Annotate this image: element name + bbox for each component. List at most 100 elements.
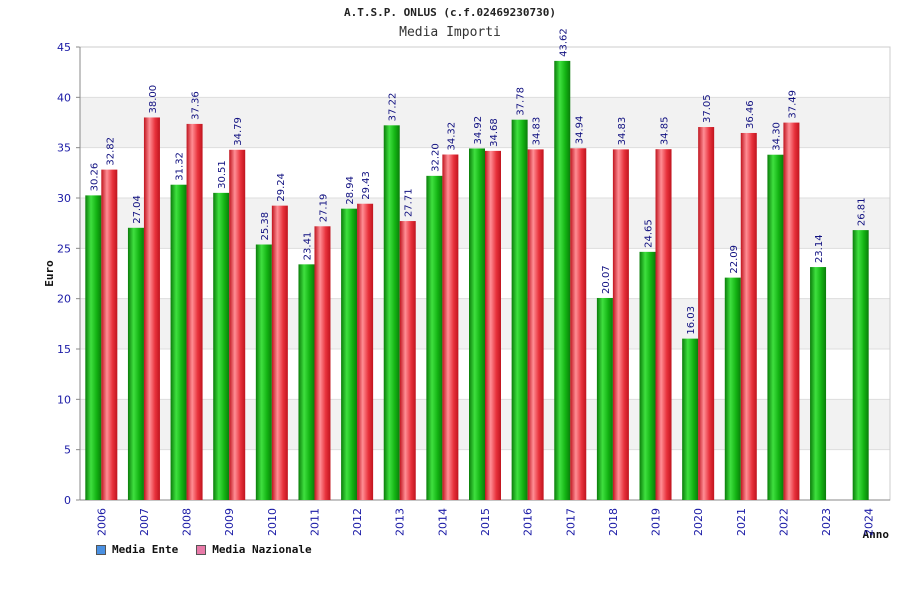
y-tick-label: 20 [57,293,71,306]
x-tick-label: 2007 [138,508,151,536]
bar-media-nazionale [101,169,118,500]
y-tick-label: 10 [57,393,71,406]
x-tick-label: 2019 [650,508,663,536]
x-tick-label: 2011 [308,508,321,536]
bar-media-ente [341,208,358,501]
bar-media-nazionale [143,117,160,500]
bar-media-nazionale [527,149,544,501]
x-tick-label: 2008 [181,508,194,536]
y-tick-label: 30 [57,192,71,205]
bar-media-nazionale [740,132,757,500]
chart-subtitle: Media Importi [399,25,501,40]
bar-media-ente [426,175,443,500]
data-label: 23.41 [302,232,313,261]
y-tick-label: 5 [64,444,71,457]
bar-media-ente [724,277,741,500]
y-axis-title: Euro [43,260,56,287]
bar-media-ente [596,297,613,500]
data-label: 37.22 [388,93,399,122]
x-tick-label: 2016 [522,508,535,536]
bar-media-ente [554,60,571,500]
data-label: 32.82 [105,137,116,166]
data-label: 27.19 [318,194,329,223]
x-axis-title: Anno [863,528,890,541]
data-label: 43.62 [558,28,569,57]
data-label: 34.92 [473,116,484,145]
bar-media-ente [127,227,144,500]
data-label: 36.46 [745,100,756,129]
data-label: 32.20 [430,143,441,172]
data-label: 16.03 [686,306,697,335]
bar-media-ente [852,230,869,500]
data-label: 27.04 [132,195,143,224]
x-tick-label: 2018 [607,508,620,536]
legend-label: Media Ente [112,543,179,556]
data-label: 34.85 [660,117,671,146]
x-tick-label: 2006 [95,508,108,536]
bar-media-nazionale [442,154,459,500]
bar-media-ente [213,192,230,500]
bar-media-nazionale [783,122,800,500]
bar-media-nazionale [314,226,331,500]
bar-media-ente [170,184,187,500]
bar-media-ente [298,264,315,500]
bar-media-nazionale [229,149,246,500]
bar-media-ente [639,251,656,500]
chart-legend: Media Ente Media Nazionale [96,543,312,556]
data-label: 34.79 [233,117,244,146]
bar-media-ente [767,154,784,501]
legend-item-media-nazionale: Media Nazionale [196,543,312,556]
data-label: 38.00 [148,85,159,114]
legend-label: Media Nazionale [212,543,312,556]
y-tick-label: 0 [64,494,71,507]
x-tick-label: 2023 [820,508,833,536]
data-label: 24.65 [644,219,655,248]
bar-media-ente [511,119,528,500]
bar-media-ente [255,244,272,500]
y-tick-label: 25 [57,242,71,255]
data-label: 34.68 [489,118,500,147]
data-label: 34.30 [771,122,782,151]
data-label: 27.71 [404,188,415,217]
bar-media-nazionale [698,127,715,500]
x-tick-label: 2015 [479,508,492,536]
bar-media-nazionale [186,123,203,500]
x-tick-label: 2022 [777,508,790,536]
x-tick-label: 2020 [692,508,705,536]
bar-media-nazionale [399,221,416,500]
data-label: 34.32 [446,122,457,151]
data-label: 22.09 [729,245,740,274]
data-label: 37.78 [516,87,527,116]
data-label: 25.38 [260,212,271,241]
data-label: 31.32 [175,152,186,181]
data-label: 34.83 [617,117,628,146]
data-label: 29.43 [361,171,372,200]
data-label: 34.83 [532,117,543,146]
y-tick-label: 45 [57,41,71,54]
x-tick-label: 2017 [564,508,577,536]
bar-media-ente [85,195,102,500]
bar-media-ente [810,267,827,500]
legend-item-media-ente: Media Ente [96,543,178,556]
chart-title: A.T.S.P. ONLUS (c.f.02469230730) [344,6,556,19]
bar-media-nazionale [357,203,374,500]
bar-media-nazionale [570,148,587,500]
data-label: 30.51 [217,160,228,189]
x-tick-label: 2013 [394,508,407,536]
bar-media-ente [682,338,699,500]
bar-media-nazionale [612,149,629,501]
x-tick-label: 2014 [436,508,449,536]
bar-media-nazionale [485,150,501,500]
bar-media-ente [383,125,400,500]
data-label: 20.07 [601,265,612,294]
y-tick-label: 40 [57,91,71,104]
legend-swatch [96,544,106,555]
x-tick-label: 2021 [735,508,748,536]
legend-swatch [196,544,207,555]
data-label: 26.81 [857,197,868,226]
x-tick-label: 2012 [351,508,364,536]
y-tick-label: 35 [57,142,71,155]
data-label: 30.26 [89,163,100,192]
x-tick-label: 2010 [266,508,279,536]
